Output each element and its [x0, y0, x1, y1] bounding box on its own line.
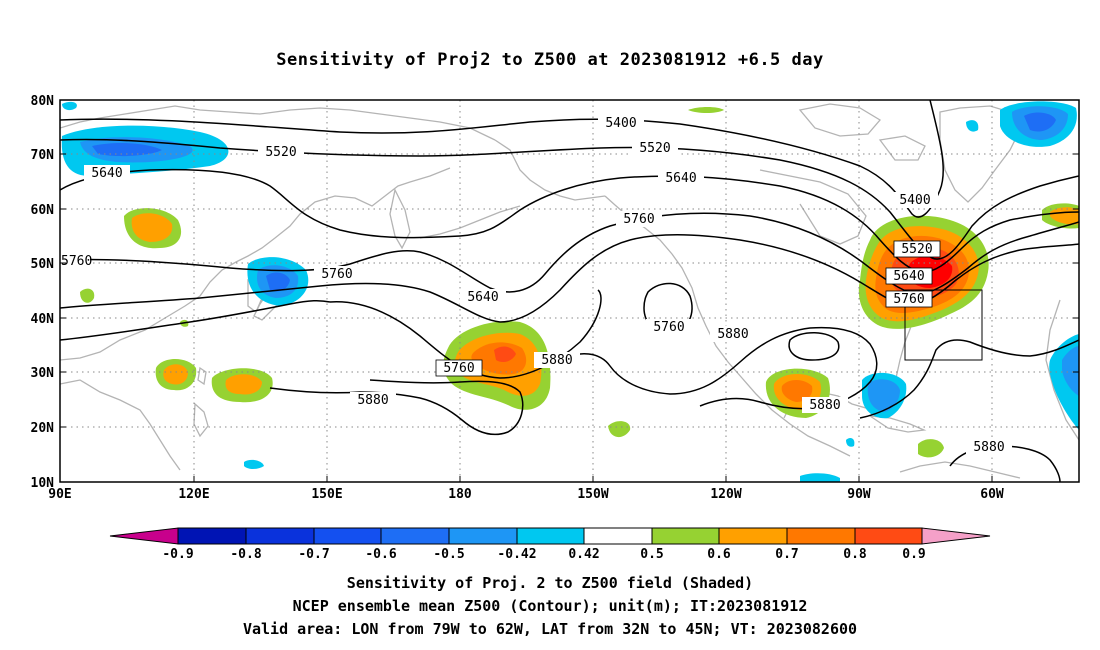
caption-line-3: Valid area: LON from 79W to 62W, LAT fro…	[242, 620, 858, 638]
contour-label: 5640	[84, 165, 130, 181]
longitude-labels: 90E 120E 150E 180 150W 120W 90W 60W	[48, 487, 1004, 502]
colorbar-cell	[718, 527, 788, 545]
colorbar-cell	[448, 527, 518, 545]
svg-text:5760: 5760	[893, 292, 924, 307]
colorbar-label: -0.42	[497, 547, 536, 562]
colorbar-label: -0.8	[230, 547, 261, 562]
colorbar-cell	[583, 527, 653, 545]
colorbar-label: 0.42	[568, 547, 599, 562]
colorbar-cell	[516, 527, 585, 545]
colorbar-label: 0.9	[902, 547, 925, 562]
colorbar-label: 0.8	[843, 547, 867, 562]
colorbar-cell	[177, 527, 247, 545]
svg-text:5880: 5880	[357, 393, 388, 408]
lat-label: 80N	[31, 94, 55, 109]
contour-label: 5760	[646, 319, 692, 335]
lon-label: 120E	[178, 487, 209, 502]
colorbar-cell	[313, 527, 382, 545]
svg-text:5640: 5640	[467, 290, 498, 305]
colorbar-label: -0.9	[162, 547, 193, 562]
svg-text:5880: 5880	[809, 398, 840, 413]
lat-label: 50N	[31, 257, 55, 272]
contour-label: 5520	[893, 240, 941, 258]
lon-label: 120W	[710, 487, 741, 502]
axis-ticks	[60, 153, 1079, 482]
contour-label: 5400	[892, 192, 938, 208]
colorbar-label: -0.7	[298, 547, 329, 562]
colorbar-label: 0.5	[640, 547, 663, 562]
contour-label: 5640	[885, 267, 933, 285]
colorbar-label: 0.7	[775, 547, 798, 562]
lon-label: 150E	[311, 487, 342, 502]
contour-label: 5880	[966, 439, 1012, 455]
svg-text:5880: 5880	[973, 440, 1004, 455]
svg-text:5640: 5640	[893, 269, 924, 284]
colorbar-label: -0.5	[433, 547, 464, 562]
svg-text:5880: 5880	[717, 327, 748, 342]
colorbar-label: 0.6	[707, 547, 731, 562]
contour-label: 5880	[710, 326, 756, 342]
lon-label: 90W	[847, 487, 871, 502]
colorbar-cell	[380, 527, 450, 545]
colorbar-left-triangle	[109, 527, 179, 545]
contour-label: 5640	[460, 289, 506, 305]
contour-label: 5760	[314, 266, 360, 282]
svg-text:5760: 5760	[61, 254, 92, 269]
colorbar-cells	[177, 527, 923, 545]
svg-text:5760: 5760	[321, 267, 352, 282]
lat-label: 20N	[31, 421, 55, 436]
colorbar-cell	[854, 527, 923, 545]
contour-labels: 5400 5400 5520 5520 5520 5640 5640 5640 …	[60, 115, 1012, 455]
colorbar-right-triangle	[921, 527, 991, 545]
colorbar-cell	[651, 527, 720, 545]
svg-text:5760: 5760	[653, 320, 684, 335]
lon-label: 60W	[980, 487, 1004, 502]
contour-label: 5760	[885, 290, 933, 308]
svg-text:5520: 5520	[265, 145, 296, 160]
svg-text:5400: 5400	[899, 193, 930, 208]
contour-label: 5880	[802, 397, 848, 413]
caption-line-1: Sensitivity of Proj. 2 to Z500 field (Sh…	[346, 574, 754, 592]
lon-label: 90E	[48, 487, 71, 502]
contour-label: 5400	[598, 115, 644, 131]
colorbar-labels: -0.9 -0.8 -0.7 -0.6 -0.5 -0.42 0.42 0.5 …	[162, 547, 925, 562]
contour-label: 5880	[350, 392, 396, 408]
svg-text:5640: 5640	[91, 166, 122, 181]
colorbar-cell	[786, 527, 856, 545]
svg-text:5520: 5520	[901, 242, 932, 257]
lon-label: 180	[448, 487, 472, 502]
lon-label: 150W	[577, 487, 608, 502]
lat-label: 60N	[31, 203, 55, 218]
latitude-labels: 80N 70N 60N 50N 40N 30N 20N 10N	[31, 94, 55, 491]
caption-line-2: NCEP ensemble mean Z500 (Contour); unit(…	[292, 597, 808, 615]
colorbar-cell	[245, 527, 315, 545]
contour-label: 5880	[534, 352, 580, 368]
lat-label: 70N	[31, 148, 55, 163]
contour-label: 5520	[632, 140, 678, 156]
lat-label: 30N	[31, 366, 55, 381]
svg-text:5520: 5520	[639, 141, 670, 156]
colorbar-label: -0.6	[365, 547, 396, 562]
lat-label: 40N	[31, 312, 55, 327]
contour-label: 5760	[435, 359, 483, 377]
contour-label: 5760	[60, 253, 92, 269]
svg-text:5640: 5640	[665, 171, 696, 186]
contour-label: 5520	[258, 144, 304, 160]
colorbar: -0.9 -0.8 -0.7 -0.6 -0.5 -0.42 0.42 0.5 …	[109, 527, 991, 562]
svg-text:5760: 5760	[443, 361, 474, 376]
contour-label: 5640	[658, 170, 704, 186]
svg-text:5400: 5400	[605, 116, 636, 131]
z500-contours	[60, 100, 1079, 482]
map-frame	[59, 99, 1080, 483]
svg-text:5880: 5880	[541, 353, 572, 368]
svg-text:5760: 5760	[623, 212, 654, 227]
lat-label: 10N	[31, 476, 55, 491]
contour-label: 5760	[616, 211, 662, 227]
map-title: Sensitivity of Proj2 to Z500 at 20230819…	[276, 50, 824, 70]
